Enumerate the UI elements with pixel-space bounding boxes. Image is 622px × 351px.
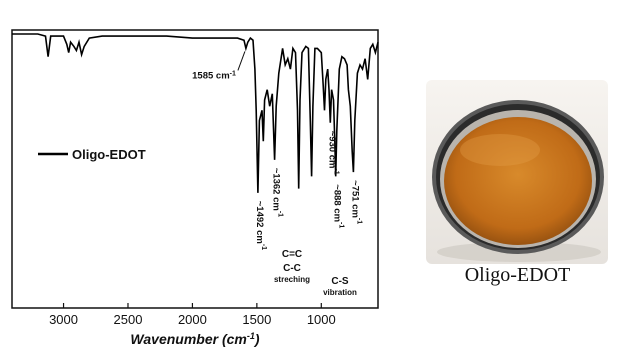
liquid	[444, 117, 592, 245]
annotation-leader	[237, 51, 246, 71]
annotation-a888: ~888 cm-1	[332, 184, 345, 228]
series-line-oligo-edot	[12, 33, 379, 193]
annotation-text: ~751 cm-1	[350, 180, 363, 224]
group-label-sub: vibration	[323, 288, 357, 297]
legend: Oligo-EDOT	[38, 147, 146, 162]
group-label-sub: streching	[274, 275, 310, 284]
annotation-text: 1585 cm-1	[192, 70, 236, 82]
x-ticks	[62, 303, 322, 308]
group-label-line: C-C	[283, 263, 301, 274]
x-tick-label: 3000	[49, 312, 78, 327]
annotation-text: ~930 cm-1	[327, 131, 340, 175]
x-tick-labels: 3000 2500 2000 1500 1000	[49, 312, 336, 327]
x-tick-label: 1500	[242, 312, 271, 327]
annotation-a751: ~751 cm-1	[350, 180, 363, 224]
annotation-a1362: ~1362 cm-1	[271, 168, 284, 217]
annotation-text: ~1362 cm-1	[271, 168, 284, 217]
x-tick-label: 2500	[114, 312, 143, 327]
annotation-a1492: ~1492 cm-1	[254, 201, 267, 250]
plot-frame	[11, 29, 379, 309]
group-label-line: C-S	[331, 276, 349, 287]
annotation-text: ~1492 cm-1	[254, 201, 267, 250]
x-tick-label: 2000	[178, 312, 207, 327]
x-axis-label: Wavenumber (cm-1)	[130, 331, 259, 347]
group-label-cc: C=C C-C streching	[274, 249, 310, 284]
annotation-a1585: 1585 cm-1	[192, 51, 246, 82]
annotation-text: ~888 cm-1	[332, 184, 345, 228]
photo-caption: Oligo-EDOT	[464, 264, 571, 286]
group-label-cs: C-S vibration	[323, 276, 357, 297]
legend-label: Oligo-EDOT	[72, 147, 146, 162]
liquid-highlight	[460, 134, 540, 166]
x-tick-label: 1000	[307, 312, 336, 327]
peak-annotations: 1585 cm-1 ~1492 cm-1 ~1362 cm-1 ~930 cm-1 ~8…	[192, 51, 362, 250]
annotation-a930: ~930 cm-1	[327, 131, 340, 175]
sample-photo	[426, 80, 608, 264]
group-label-line: C=C	[282, 249, 302, 260]
